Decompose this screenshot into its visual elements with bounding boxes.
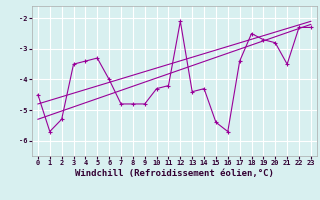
X-axis label: Windchill (Refroidissement éolien,°C): Windchill (Refroidissement éolien,°C) [75,169,274,178]
